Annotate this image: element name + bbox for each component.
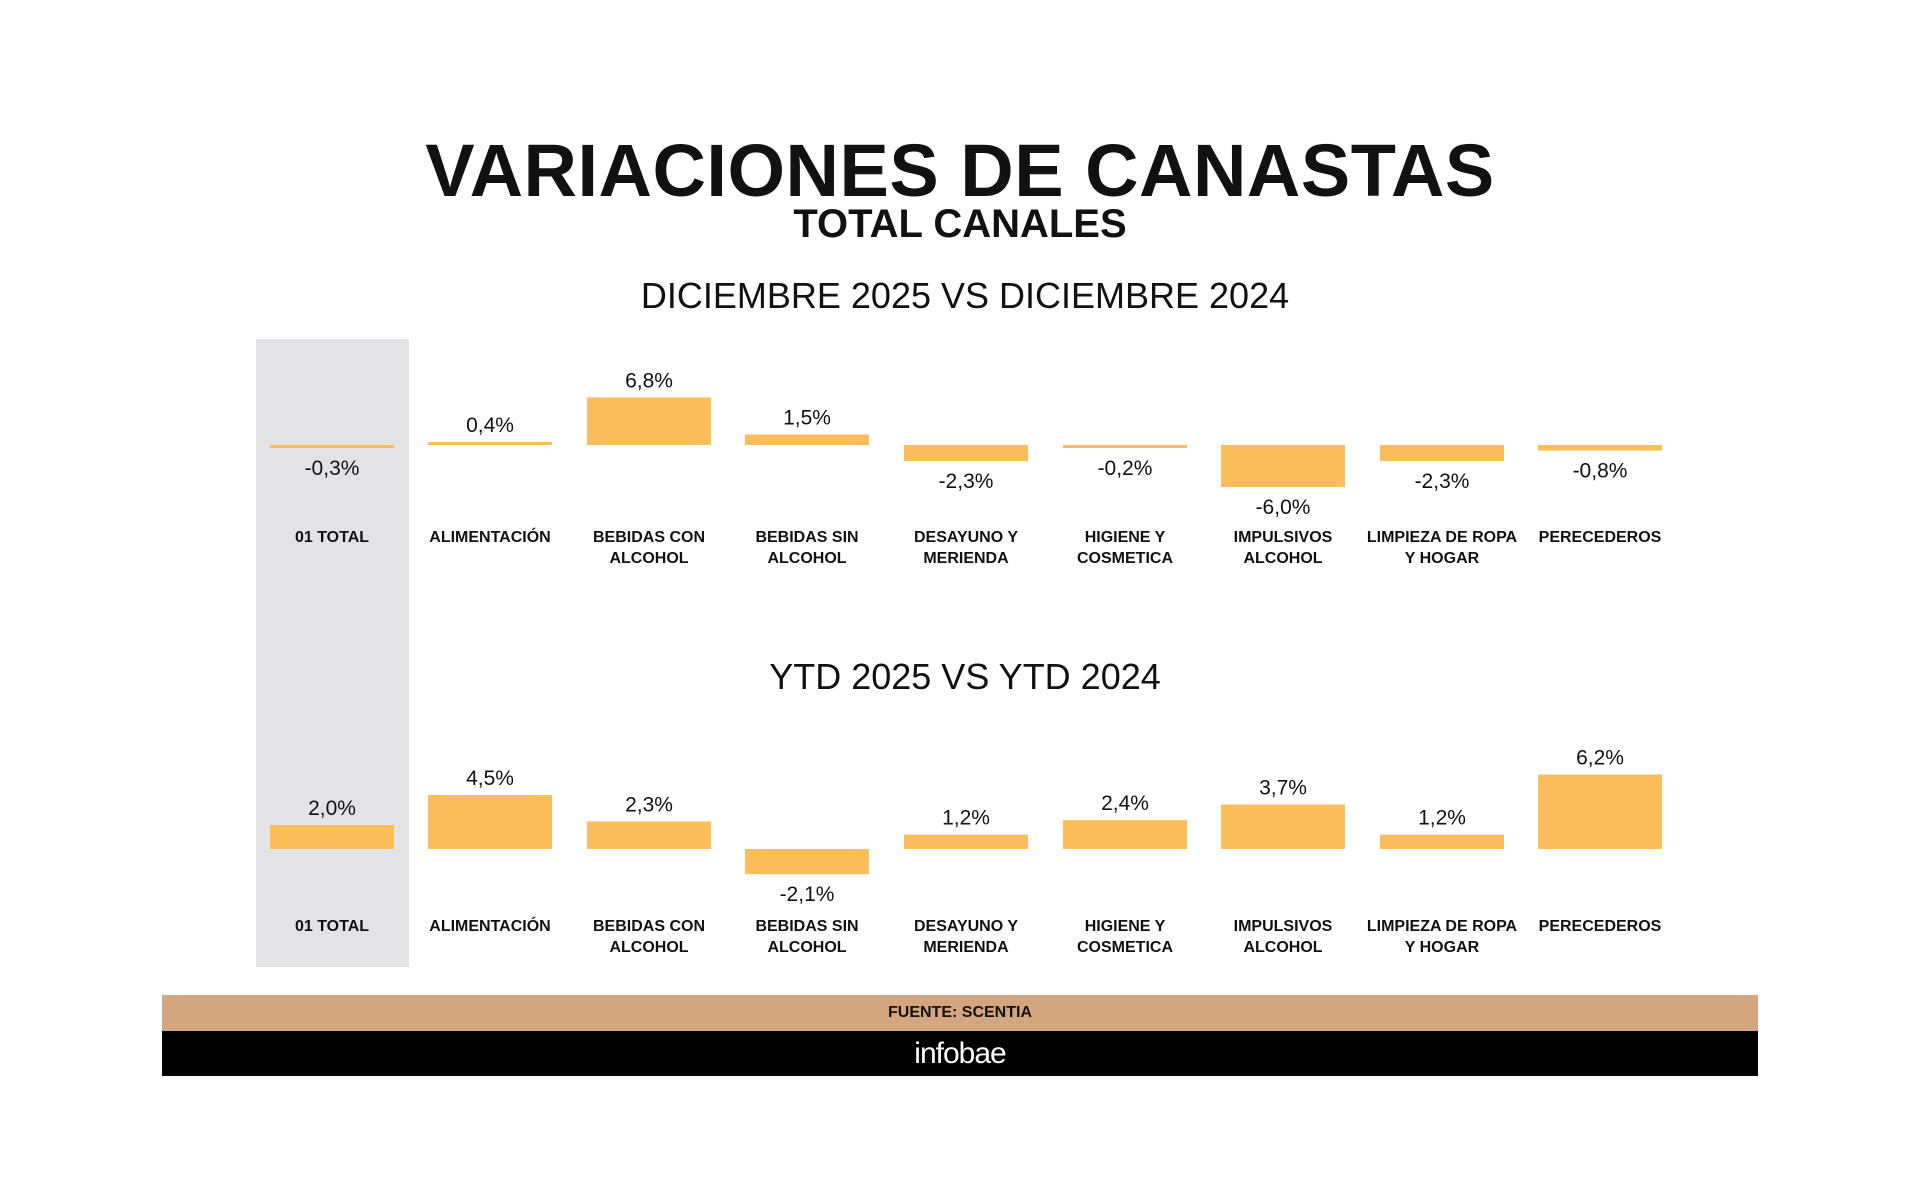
data-label: 6,2% <box>1576 747 1624 770</box>
bar <box>270 825 394 849</box>
category-label: PERECEDEROS <box>1539 918 1662 935</box>
bar <box>745 849 869 875</box>
category-label: HIGIENE Y <box>1085 918 1166 935</box>
category-label: HIGIENE Y <box>1085 529 1166 546</box>
data-label: -0,3% <box>305 457 360 480</box>
bar <box>428 442 552 445</box>
data-label: 4,5% <box>466 767 514 790</box>
category-label: ALCOHOL <box>609 550 688 567</box>
data-label: -0,2% <box>1098 457 1153 480</box>
bar <box>1063 445 1187 448</box>
category-label: ALCOHOL <box>767 939 846 956</box>
data-label: -2,1% <box>780 883 835 906</box>
bar <box>428 795 552 849</box>
bar <box>587 821 711 849</box>
category-label: IMPULSIVOS <box>1234 529 1333 546</box>
category-label: PERECEDEROS <box>1539 529 1662 546</box>
section-title-ytd: YTD 2025 VS YTD 2024 <box>769 656 1161 697</box>
data-label: -6,0% <box>1256 496 1311 519</box>
category-label: LIMPIEZA DE ROPA <box>1367 529 1518 546</box>
bar <box>904 445 1028 462</box>
category-label: Y HOGAR <box>1405 939 1480 956</box>
category-label: 01 TOTAL <box>295 529 369 546</box>
category-label: BEBIDAS CON <box>593 529 705 546</box>
category-label: BEBIDAS SIN <box>755 918 858 935</box>
bar <box>1380 445 1504 462</box>
category-label: ALCOHOL <box>1243 550 1322 567</box>
data-label: 2,0% <box>308 797 356 820</box>
category-label: IMPULSIVOS <box>1234 918 1333 935</box>
category-label: MERIENDA <box>923 939 1009 956</box>
category-label: ALIMENTACIÓN <box>429 916 550 935</box>
category-label: ALIMENTACIÓN <box>429 527 550 546</box>
chart-subtitle: TOTAL CANALES <box>793 202 1127 246</box>
category-label: DESAYUNO Y <box>914 529 1018 546</box>
bar <box>1380 834 1504 849</box>
bar <box>1538 774 1662 849</box>
category-label: DESAYUNO Y <box>914 918 1018 935</box>
bar <box>1538 445 1662 451</box>
bar <box>1221 804 1345 849</box>
bar <box>1221 445 1345 487</box>
category-label: 01 TOTAL <box>295 918 369 935</box>
section-title-december: DICIEMBRE 2025 VS DICIEMBRE 2024 <box>640 275 1290 316</box>
data-label: 1,2% <box>942 807 990 830</box>
category-label: LIMPIEZA DE ROPA <box>1367 918 1518 935</box>
data-label: 1,5% <box>783 407 831 430</box>
data-label: 0,4% <box>466 414 514 437</box>
category-label: ALCOHOL <box>609 939 688 956</box>
category-label: MERIENDA <box>923 550 1009 567</box>
source-note: FUENTE: SCENTIA <box>162 995 1758 1031</box>
bar <box>904 834 1028 849</box>
data-label: 2,4% <box>1101 792 1149 815</box>
category-label: Y HOGAR <box>1405 550 1480 567</box>
bar <box>270 445 394 448</box>
infobae-logo: infobae <box>162 1031 1758 1076</box>
data-label: 1,2% <box>1418 807 1466 830</box>
data-label: 6,8% <box>625 369 673 392</box>
bar <box>1063 820 1187 849</box>
category-label: ALCOHOL <box>1243 939 1322 956</box>
category-label: COSMETICA <box>1077 939 1173 956</box>
category-label: BEBIDAS CON <box>593 918 705 935</box>
category-label: BEBIDAS SIN <box>755 529 858 546</box>
data-label: 2,3% <box>625 793 673 816</box>
total-highlight-column <box>256 339 409 967</box>
data-label: -0,8% <box>1573 460 1628 483</box>
chart-title: VARIACIONES DE CANASTAS <box>425 129 1495 212</box>
category-label: COSMETICA <box>1077 550 1173 567</box>
bar <box>587 397 711 445</box>
category-label: ALCOHOL <box>767 550 846 567</box>
data-label: 3,7% <box>1259 777 1307 800</box>
bar <box>745 434 869 445</box>
data-label: -2,3% <box>939 470 994 493</box>
data-label: -2,3% <box>1415 470 1470 493</box>
